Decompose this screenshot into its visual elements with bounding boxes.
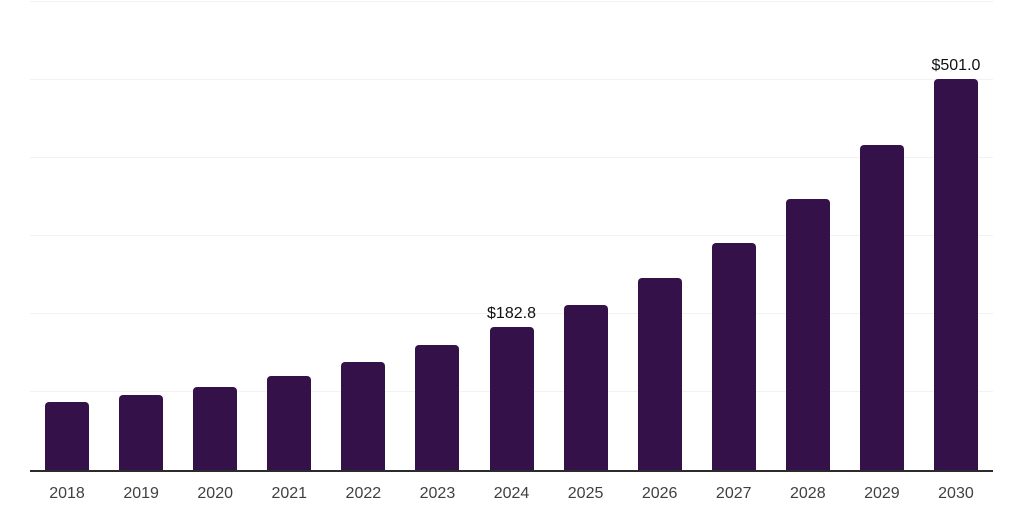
value-label-2030: $501.0	[931, 57, 981, 75]
x-axis-line	[30, 470, 993, 472]
x-tick-2024: 2024	[493, 485, 530, 502]
x-tick-2029: 2029	[864, 485, 900, 502]
x-tick-2025: 2025	[567, 485, 604, 502]
bar-2024	[489, 327, 534, 470]
bar-2022	[341, 362, 386, 470]
gridline-500	[30, 79, 993, 80]
x-tick-2020: 2020	[197, 485, 233, 502]
x-tick-2019: 2019	[123, 485, 159, 502]
gridline-600	[30, 1, 993, 2]
gridline-400	[30, 157, 993, 158]
bar-2028	[785, 199, 830, 470]
x-tick-2022: 2022	[345, 485, 382, 502]
x-tick-2023: 2023	[419, 485, 456, 502]
bar-2023	[415, 345, 460, 470]
x-tick-2030: 2030	[938, 485, 974, 502]
value-label-2024: $182.8	[487, 305, 536, 323]
x-tick-2028: 2028	[790, 485, 826, 502]
bar-2019	[119, 395, 164, 470]
x-tick-2027: 2027	[715, 485, 752, 502]
bar-2018	[45, 402, 90, 470]
x-tick-2021: 2021	[271, 485, 308, 502]
plot-area: $182.8 $501.0	[30, 0, 993, 470]
bar-2021	[267, 375, 312, 470]
gridline-200	[30, 313, 993, 314]
bar-2029	[859, 144, 904, 470]
bar-2020	[193, 386, 238, 470]
bar-2025	[563, 304, 608, 470]
gridline-300	[30, 235, 993, 236]
bar-2027	[711, 243, 756, 470]
x-tick-2026: 2026	[641, 485, 678, 502]
bar-2026	[637, 277, 682, 470]
x-tick-2018: 2018	[49, 485, 85, 502]
bar-2030	[933, 79, 978, 470]
